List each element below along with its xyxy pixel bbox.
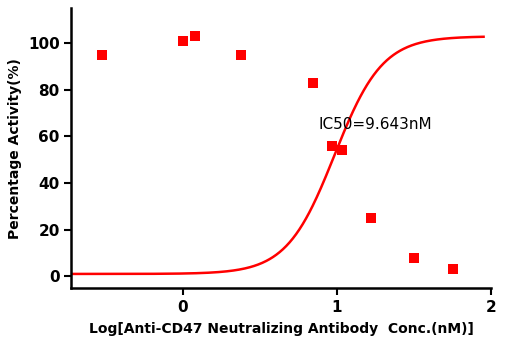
Point <box>191 33 199 39</box>
Y-axis label: Percentage Activity(%): Percentage Activity(%) <box>9 58 22 238</box>
Point <box>328 143 336 149</box>
Point <box>448 267 457 272</box>
Point <box>410 255 418 260</box>
Point <box>179 38 187 44</box>
Point <box>337 148 345 153</box>
Point <box>237 52 245 58</box>
Point <box>309 80 317 86</box>
Text: IC50=9.643nM: IC50=9.643nM <box>319 118 432 132</box>
Point <box>367 215 375 221</box>
Point <box>98 52 107 58</box>
X-axis label: Log[Anti-CD47 Neutralizing Antibody  Conc.(nM)]: Log[Anti-CD47 Neutralizing Antibody Conc… <box>89 322 474 336</box>
